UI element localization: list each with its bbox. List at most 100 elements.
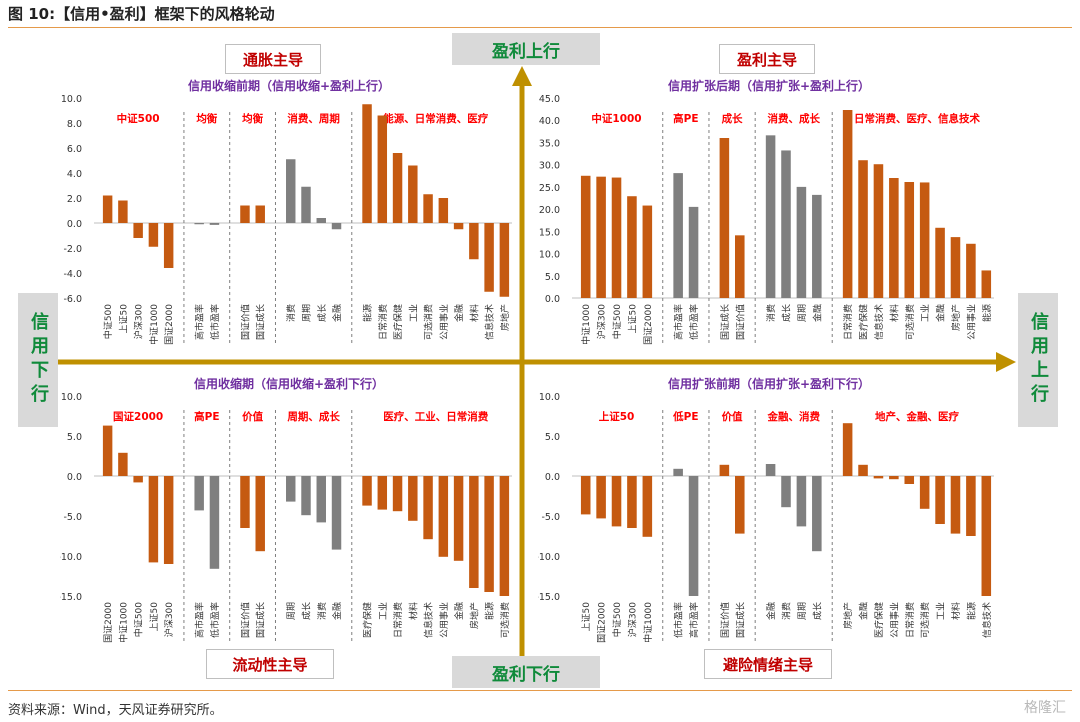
x-tick-label: 房地产 xyxy=(468,602,480,629)
bar xyxy=(423,194,433,223)
x-tick-label: 可选消费 xyxy=(499,602,511,638)
x-tick-label: 能源 xyxy=(484,602,496,620)
source-note: 资料来源：Wind，天风证券研究所。 xyxy=(8,703,223,718)
x-tick-label: 可选消费 xyxy=(423,304,435,340)
y-tick-label: 5.0 xyxy=(545,272,560,283)
bar xyxy=(209,223,220,225)
regime-top-right: 盈利主导 xyxy=(719,44,815,74)
y-tick-label: -6.0 xyxy=(63,294,82,305)
bar xyxy=(438,198,449,223)
bar xyxy=(950,237,961,298)
group-label: 消费、周期 xyxy=(287,112,340,125)
bar xyxy=(255,205,265,223)
bar xyxy=(499,223,510,297)
bar xyxy=(611,476,622,527)
y-tick-label: 15.0 xyxy=(539,227,560,238)
chart-credit-expansion-late: 信用扩张后期（信用扩张+盈利上行） 45.0 40.0 35.0 30.0 25.0 20.… xyxy=(539,78,994,346)
bar xyxy=(102,195,113,223)
x-tick-label: 材料 xyxy=(950,602,962,620)
y-tick-label: 6.0 xyxy=(67,144,82,155)
y-tick-label: -10.0 xyxy=(538,552,560,563)
x-tick-label: 材料 xyxy=(888,304,900,322)
bar xyxy=(133,476,143,483)
bar xyxy=(286,159,296,223)
bar xyxy=(408,476,418,521)
bar xyxy=(240,476,250,528)
bar xyxy=(796,476,807,527)
x-tick-label: 国证2000 xyxy=(103,602,114,643)
x-tick-label: 医疗保健 xyxy=(362,602,374,638)
bar xyxy=(255,476,265,552)
y-tick-label: -5.0 xyxy=(63,512,82,523)
bar xyxy=(842,110,853,298)
axis-label-left: 信用下行 xyxy=(18,293,58,427)
x-tick-label: 成长 xyxy=(811,602,823,620)
bar xyxy=(148,476,159,563)
bar xyxy=(781,150,791,298)
y-tick-label: -2.0 xyxy=(63,244,82,255)
x-tick-label: 周期 xyxy=(797,304,808,322)
x-tick-label: 国证成长 xyxy=(719,304,731,340)
x-tick-label: 周期 xyxy=(302,304,313,322)
chart-title: 信用收缩期（信用收缩+盈利下行） xyxy=(194,376,384,391)
x-tick-label: 金融 xyxy=(331,602,343,620)
bar xyxy=(642,476,653,537)
chart-title: 信用扩张后期（信用扩张+盈利上行） xyxy=(668,78,870,93)
x-tick-label: 医疗保健 xyxy=(392,304,404,340)
x-tick-label: 中证500 xyxy=(611,304,623,339)
bar xyxy=(812,476,822,552)
bar xyxy=(499,476,510,596)
axis-label-top: 盈利上行 xyxy=(452,33,600,65)
bar xyxy=(377,476,388,510)
x-tick-label: 消费 xyxy=(781,602,793,620)
bar xyxy=(688,206,699,298)
x-tick-label: 上证50 xyxy=(149,602,160,632)
y-tick-label: 30.0 xyxy=(539,161,560,172)
x-tick-label: 高市盈率 xyxy=(673,304,685,340)
group-label: 均衡 xyxy=(242,112,263,125)
bar xyxy=(316,218,326,223)
bar xyxy=(981,476,992,596)
group-label: 价值 xyxy=(242,410,263,423)
bar xyxy=(580,175,591,298)
group-label: 均衡 xyxy=(196,112,217,125)
bar xyxy=(453,476,464,561)
x-tick-label: 国证成长 xyxy=(255,304,267,340)
bar xyxy=(765,464,776,476)
x-tick-label: 成长 xyxy=(301,602,313,620)
y-tick-label: 25.0 xyxy=(539,183,560,194)
bar xyxy=(966,243,976,298)
x-tick-label: 公用事业 xyxy=(438,602,450,638)
bar xyxy=(889,476,899,480)
x-tick-label: 可选消费 xyxy=(904,304,916,340)
bar xyxy=(981,270,992,298)
bar xyxy=(194,476,204,511)
bar xyxy=(453,223,464,230)
x-tick-label: 信息技术 xyxy=(873,304,885,340)
bar xyxy=(966,476,976,536)
bar xyxy=(812,194,822,298)
bar xyxy=(627,476,637,528)
group-label: 地产、金融、医疗 xyxy=(875,410,959,423)
y-tick-label: 0.0 xyxy=(67,219,82,230)
bar xyxy=(904,476,915,484)
group-label: 中证1000 xyxy=(591,112,641,125)
x-tick-label: 房地产 xyxy=(842,602,854,629)
x-tick-label: 工业 xyxy=(378,602,389,620)
x-tick-label: 国证成长 xyxy=(734,602,746,638)
bar xyxy=(873,164,884,298)
bar xyxy=(719,138,730,298)
y-tick-label: -15.0 xyxy=(538,592,560,603)
bar xyxy=(408,165,418,223)
y-tick-label: 10.0 xyxy=(61,392,82,403)
x-tick-label: 中证1000 xyxy=(148,304,160,345)
x-tick-label: 国证价值 xyxy=(734,304,746,340)
x-tick-label: 日常消费 xyxy=(392,602,404,638)
y-tick-label: 0.0 xyxy=(545,472,560,483)
bar xyxy=(735,235,745,298)
bar xyxy=(438,476,449,557)
x-tick-label: 中证500 xyxy=(611,602,623,637)
y-tick-label: 10.0 xyxy=(539,392,560,403)
x-tick-label: 金融 xyxy=(935,304,947,322)
x-tick-label: 工业 xyxy=(920,304,931,322)
